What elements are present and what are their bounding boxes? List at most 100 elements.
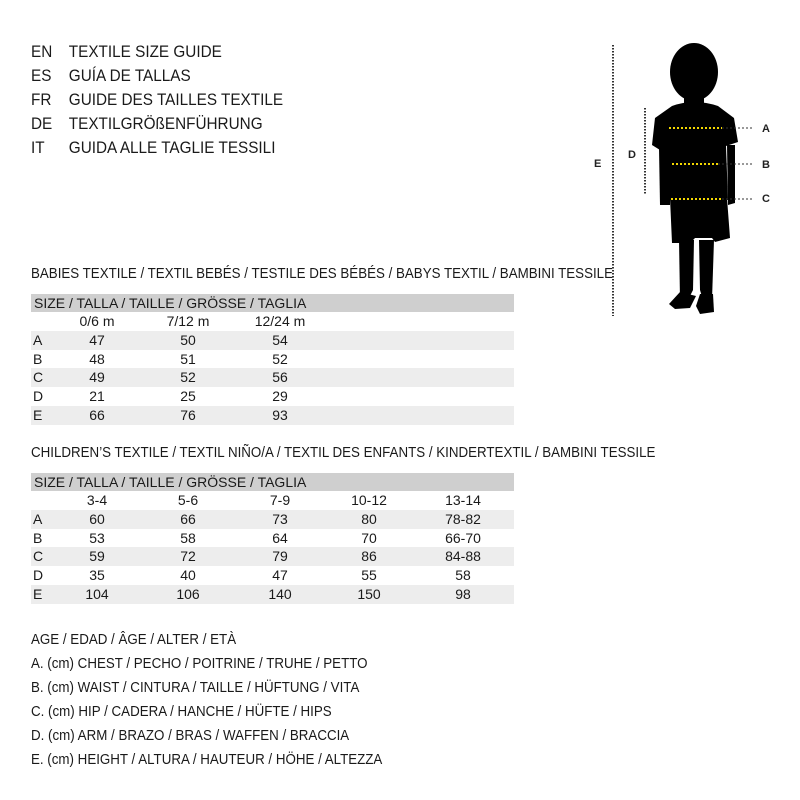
table-cell: 56 xyxy=(272,369,288,386)
row-label: A xyxy=(33,331,43,348)
table-cell: 64 xyxy=(272,529,288,546)
table-cell: 25 xyxy=(180,388,196,405)
row-label: C xyxy=(33,548,44,565)
table-cell: 49 xyxy=(89,369,105,386)
legend-item: D. (cm) ARM / BRAZO / BRAS / WAFFEN / BR… xyxy=(31,728,350,744)
table-cell: 59 xyxy=(89,548,105,565)
language-code: FR xyxy=(31,90,52,109)
guide-title: GUIDE DES TAILLES TEXTILE xyxy=(68,90,284,109)
child-silhouette-icon xyxy=(652,43,738,314)
language-title: DE TEXTILGRÖßENFÜHRUNG xyxy=(31,114,263,134)
table-cell: 72 xyxy=(180,548,196,565)
size-header: SIZE / TALLA / TAILLE / GRÖSSE / TAGLIA xyxy=(31,294,514,312)
table-row: E 66 76 93 xyxy=(31,405,514,425)
column-header-row: 3-4 5-6 7-9 10-12 13-14 xyxy=(31,491,514,510)
column-header: 3-4 xyxy=(86,492,108,508)
table-row: A 47 50 54 xyxy=(31,330,514,350)
label-c: C xyxy=(762,193,770,205)
table-cell: 47 xyxy=(272,567,288,584)
table-cell: 84-88 xyxy=(445,548,481,565)
table-cell: 52 xyxy=(272,350,288,367)
children-table: SIZE / TALLA / TAILLE / GRÖSSE / TAGLIA 3… xyxy=(31,473,514,604)
column-header: 7/12 m xyxy=(166,313,210,329)
children-title: CHILDREN’S TEXTILE / TEXTIL NIÑO/A / TEX… xyxy=(31,445,656,461)
label-d: D xyxy=(628,149,636,161)
table-cell: 98 xyxy=(455,585,471,602)
column-header: 5-6 xyxy=(177,492,199,508)
table-row: B 53 58 64 70 66-70 xyxy=(31,529,514,548)
legend-item: B. (cm) WAIST / CINTURA / TAILLE / HÜFTU… xyxy=(31,680,360,696)
table-cell: 86 xyxy=(361,548,377,565)
language-title: EN TEXTILE SIZE GUIDE xyxy=(31,42,222,62)
table-cell: 73 xyxy=(272,510,288,527)
table-cell: 104 xyxy=(85,585,109,602)
row-label: D xyxy=(33,388,44,405)
row-label: D xyxy=(33,567,44,584)
table-cell: 66 xyxy=(180,510,196,527)
row-label: E xyxy=(33,406,43,423)
row-label: B xyxy=(33,529,43,546)
guide-title: GUIDA ALLE TAGLIE TESSILI xyxy=(68,138,276,157)
language-code: EN xyxy=(31,42,53,61)
table-cell: 21 xyxy=(89,388,105,405)
table-cell: 50 xyxy=(180,331,196,348)
table-cell: 29 xyxy=(272,388,288,405)
column-header: 13-14 xyxy=(445,492,481,508)
babies-table: SIZE / TALLA / TAILLE / GRÖSSE / TAGLIA 0… xyxy=(31,294,514,425)
column-header: 12/24 m xyxy=(254,313,306,329)
table-cell: 40 xyxy=(180,567,196,584)
legend-item: AGE / EDAD / ÂGE / ALTER / ETÀ xyxy=(31,632,237,648)
legend-item: A. (cm) CHEST / PECHO / POITRINE / TRUHE… xyxy=(31,656,368,672)
table-cell: 47 xyxy=(89,331,105,348)
row-label: A xyxy=(33,510,43,527)
table-row: A 60 66 73 80 78-82 xyxy=(31,509,514,529)
table-cell: 70 xyxy=(361,529,377,546)
table-cell: 58 xyxy=(180,529,196,546)
legend-item: E. (cm) HEIGHT / ALTURA / HAUTEUR / HÖHE… xyxy=(31,752,383,768)
size-header: SIZE / TALLA / TAILLE / GRÖSSE / TAGLIA xyxy=(31,473,514,491)
column-header: 10-12 xyxy=(351,492,387,508)
guide-title: GUÍA DE TALLAS xyxy=(68,66,191,85)
table-row: B 48 51 52 xyxy=(31,350,514,369)
column-header-row: 0/6 m 7/12 m 12/24 m xyxy=(31,312,514,331)
table-cell: 48 xyxy=(89,350,105,367)
table-cell: 52 xyxy=(180,369,196,386)
table-row: D 21 25 29 xyxy=(31,387,514,406)
row-label: B xyxy=(33,350,43,367)
table-row: C 59 72 79 86 84-88 xyxy=(31,547,514,567)
table-cell: 93 xyxy=(272,406,288,423)
table-cell: 150 xyxy=(357,585,381,602)
table-cell: 54 xyxy=(272,331,288,348)
language-title: ES GUÍA DE TALLAS xyxy=(31,66,191,86)
table-cell: 80 xyxy=(361,510,377,527)
language-title: FR GUIDE DES TAILLES TEXTILE xyxy=(31,90,283,110)
language-code: DE xyxy=(31,114,53,133)
guide-title: TEXTILE SIZE GUIDE xyxy=(68,42,222,61)
table-cell: 66-70 xyxy=(445,529,481,546)
language-code: IT xyxy=(31,138,45,157)
label-e: E xyxy=(594,158,601,170)
table-row: E 104 106 140 150 98 xyxy=(31,584,514,604)
table-row: C 49 52 56 xyxy=(31,368,514,388)
table-cell: 51 xyxy=(180,350,196,367)
table-cell: 35 xyxy=(89,567,105,584)
table-cell: 55 xyxy=(361,567,377,584)
babies-title: BABIES TEXTILE / TEXTIL BEBÉS / TESTILE … xyxy=(31,266,614,282)
table-cell: 66 xyxy=(89,406,105,423)
table-row: D 35 40 47 55 58 xyxy=(31,566,514,585)
legend-item: C. (cm) HIP / CADERA / HANCHE / HÜFTE / … xyxy=(31,704,332,720)
table-cell: 79 xyxy=(272,548,288,565)
table-cell: 106 xyxy=(176,585,200,602)
language-code: ES xyxy=(31,66,52,85)
language-title: IT GUIDA ALLE TAGLIE TESSILI xyxy=(31,138,275,158)
row-label: E xyxy=(33,585,43,602)
row-label: C xyxy=(33,369,44,386)
label-a: A xyxy=(762,123,770,135)
table-cell: 76 xyxy=(180,406,196,423)
table-cell: 60 xyxy=(89,510,105,527)
table-cell: 140 xyxy=(268,585,292,602)
guide-title: TEXTILGRÖßENFÜHRUNG xyxy=(68,114,263,133)
column-header: 7-9 xyxy=(269,492,291,508)
